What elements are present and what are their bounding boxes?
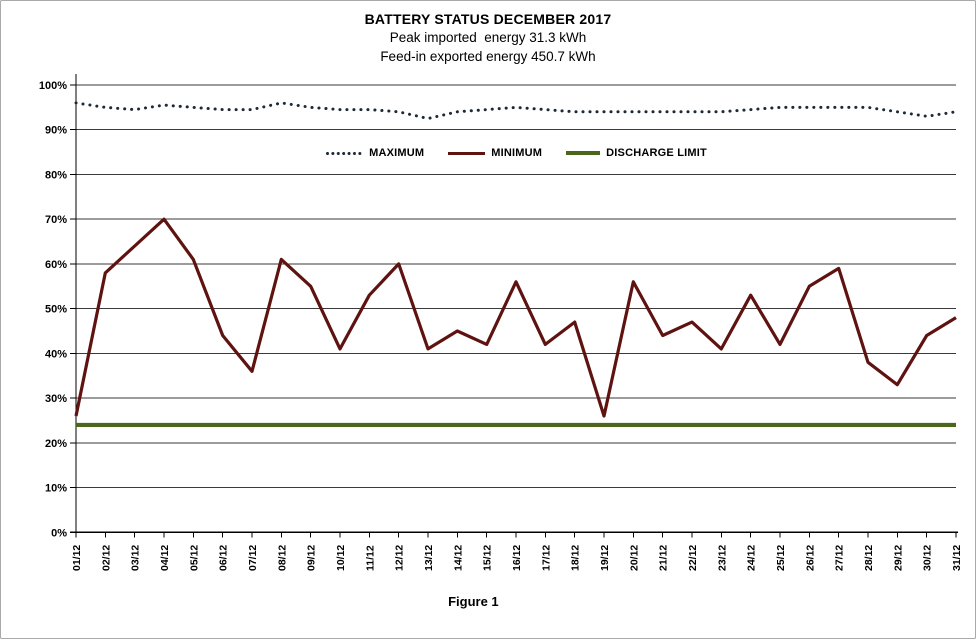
y-tick-label: 70% <box>45 214 67 226</box>
y-tick-label: 90% <box>45 125 67 137</box>
x-tick-label: 28/12 <box>863 545 875 571</box>
y-tick-label: 20% <box>45 438 67 450</box>
chart-header: BATTERY STATUS DECEMBER 2017 Peak import… <box>1 10 975 66</box>
maximum-dotted-line-swatch <box>325 151 364 155</box>
maximum-series-line <box>74 101 958 120</box>
x-tick-label: 04/12 <box>159 545 171 571</box>
x-tick-label: 24/12 <box>746 545 758 571</box>
y-tick-label: 60% <box>45 259 67 271</box>
x-tick-label: 09/12 <box>306 545 318 571</box>
chart-subtitle-imported: Peak imported energy 31.3 kWh <box>389 30 587 45</box>
y-axis-ticks <box>70 84 76 533</box>
x-tick-label: 03/12 <box>130 545 142 571</box>
horizontal-gridlines <box>76 84 956 489</box>
x-tick-label: 19/12 <box>599 545 611 571</box>
x-tick-label: 11/12 <box>364 545 376 571</box>
x-tick-label: 06/12 <box>218 545 230 571</box>
x-tick-label: 13/12 <box>423 545 435 571</box>
x-tick-label: 22/12 <box>687 545 699 571</box>
legend-label-discharge-limit: DISCHARGE LIMIT <box>606 147 707 159</box>
y-tick-label: 50% <box>45 304 67 316</box>
chart-title: BATTERY STATUS DECEMBER 2017 <box>364 11 612 27</box>
legend-item-discharge-limit: DISCHARGE LIMIT <box>566 147 707 159</box>
y-tick-label: 10% <box>45 483 67 495</box>
x-tick-label: 16/12 <box>511 545 523 571</box>
x-tick-label: 20/12 <box>628 545 640 571</box>
y-tick-label: 100% <box>39 80 67 92</box>
x-tick-label: 12/12 <box>394 545 406 571</box>
x-tick-label: 27/12 <box>834 545 846 571</box>
y-axis-labels: 0% 10% 20% 30% 40% 50% 60% 70% 80% 90% 100% <box>39 80 67 539</box>
legend-label-minimum: MINIMUM <box>491 147 543 159</box>
x-tick-label: 31/12 <box>951 545 963 571</box>
legend-item-minimum: MINIMUM <box>448 147 542 159</box>
y-tick-label: 80% <box>45 169 67 181</box>
x-tick-label: 05/12 <box>188 545 200 571</box>
figure-caption: Figure 1 <box>448 594 499 609</box>
x-tick-label: 07/12 <box>247 545 259 571</box>
minimum-line-swatch <box>448 151 486 155</box>
x-tick-label: 18/12 <box>570 545 582 571</box>
chart-legend: MAXIMUM MINIMUM DISCHARGE LIMIT <box>76 144 956 162</box>
x-tick-label: 02/12 <box>100 545 112 571</box>
y-tick-label: 40% <box>45 348 67 360</box>
x-axis-ticks <box>75 532 957 538</box>
legend-label-maximum: MAXIMUM <box>369 147 425 159</box>
y-tick-label: 30% <box>45 393 67 405</box>
x-tick-label: 21/12 <box>658 545 670 571</box>
x-tick-label: 01/12 <box>71 545 83 571</box>
discharge-limit-line-swatch <box>566 151 601 155</box>
x-tick-label: 10/12 <box>335 545 347 571</box>
x-tick-label: 17/12 <box>540 545 552 571</box>
x-tick-label: 14/12 <box>452 545 464 571</box>
x-tick-label: 23/12 <box>716 545 728 571</box>
x-tick-label: 30/12 <box>922 545 934 571</box>
minimum-series-line <box>74 217 957 418</box>
legend-item-maximum: MAXIMUM <box>325 147 424 159</box>
x-axis-labels: 01/12 02/12 03/12 04/12 05/12 06/12 07/12 08/12… <box>71 545 963 571</box>
x-tick-label: 15/12 <box>482 545 494 571</box>
x-tick-label: 08/12 <box>276 545 288 571</box>
chart-subtitle-exported: Feed-in exported energy 450.7 kWh <box>380 49 596 64</box>
axes <box>70 74 958 534</box>
x-tick-label: 26/12 <box>804 545 816 571</box>
x-tick-label: 25/12 <box>775 545 787 571</box>
y-tick-label: 0% <box>51 527 67 539</box>
x-tick-label: 29/12 <box>892 545 904 571</box>
